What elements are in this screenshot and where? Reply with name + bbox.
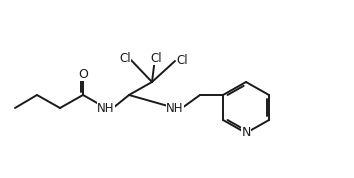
Text: Cl: Cl <box>176 54 188 67</box>
Text: O: O <box>78 67 88 80</box>
Text: Cl: Cl <box>119 53 131 66</box>
Text: NH: NH <box>166 101 184 114</box>
Text: NH: NH <box>97 101 115 114</box>
Text: Cl: Cl <box>150 51 162 64</box>
Text: N: N <box>241 127 251 140</box>
